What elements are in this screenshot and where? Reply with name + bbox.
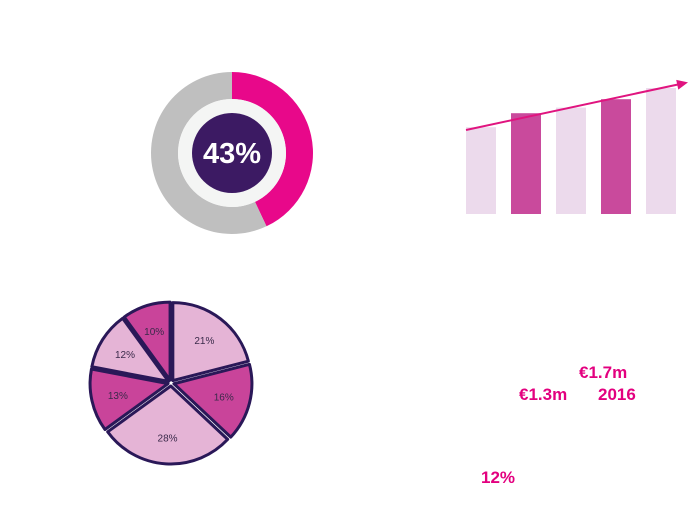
pie-slice-label: 12% [115, 350, 135, 361]
donut-slice-0 [232, 72, 313, 227]
pie-slice-5 [122, 300, 172, 382]
stat-value-a: €1.7m [579, 363, 628, 382]
bar-1 [511, 113, 541, 214]
bar-4 [646, 88, 676, 214]
stat-value-b: €1.3m [519, 385, 568, 404]
bar-chart [465, 79, 688, 214]
pie-slice-label: 10% [144, 327, 164, 338]
bar-3 [601, 99, 631, 214]
pie-slice-label: 13% [108, 391, 128, 402]
donut-center-label: 43% [203, 138, 261, 170]
pie-slice-3 [88, 367, 170, 432]
stat-percent: 12% [481, 468, 516, 487]
pie-slice-1 [172, 362, 254, 439]
stat-year: 2016 [598, 385, 636, 404]
bar-0 [466, 127, 496, 214]
pie-slice-label: 28% [158, 433, 178, 444]
pie-slice-0 [171, 301, 250, 383]
pie-slice-4 [90, 316, 170, 383]
pie-slice-label: 21% [194, 336, 214, 347]
donut-slice-1 [151, 72, 267, 234]
pie-chart: 21% 16% 28% 13% 12% 10% [88, 300, 254, 466]
pie-slice-label: 16% [214, 393, 234, 404]
trend-line [465, 82, 683, 131]
bar-2 [556, 107, 586, 214]
donut-chart: 43% [151, 72, 313, 234]
pie-slice-2 [106, 384, 230, 466]
donut-core [192, 113, 272, 193]
trend-arrowhead [676, 79, 688, 90]
